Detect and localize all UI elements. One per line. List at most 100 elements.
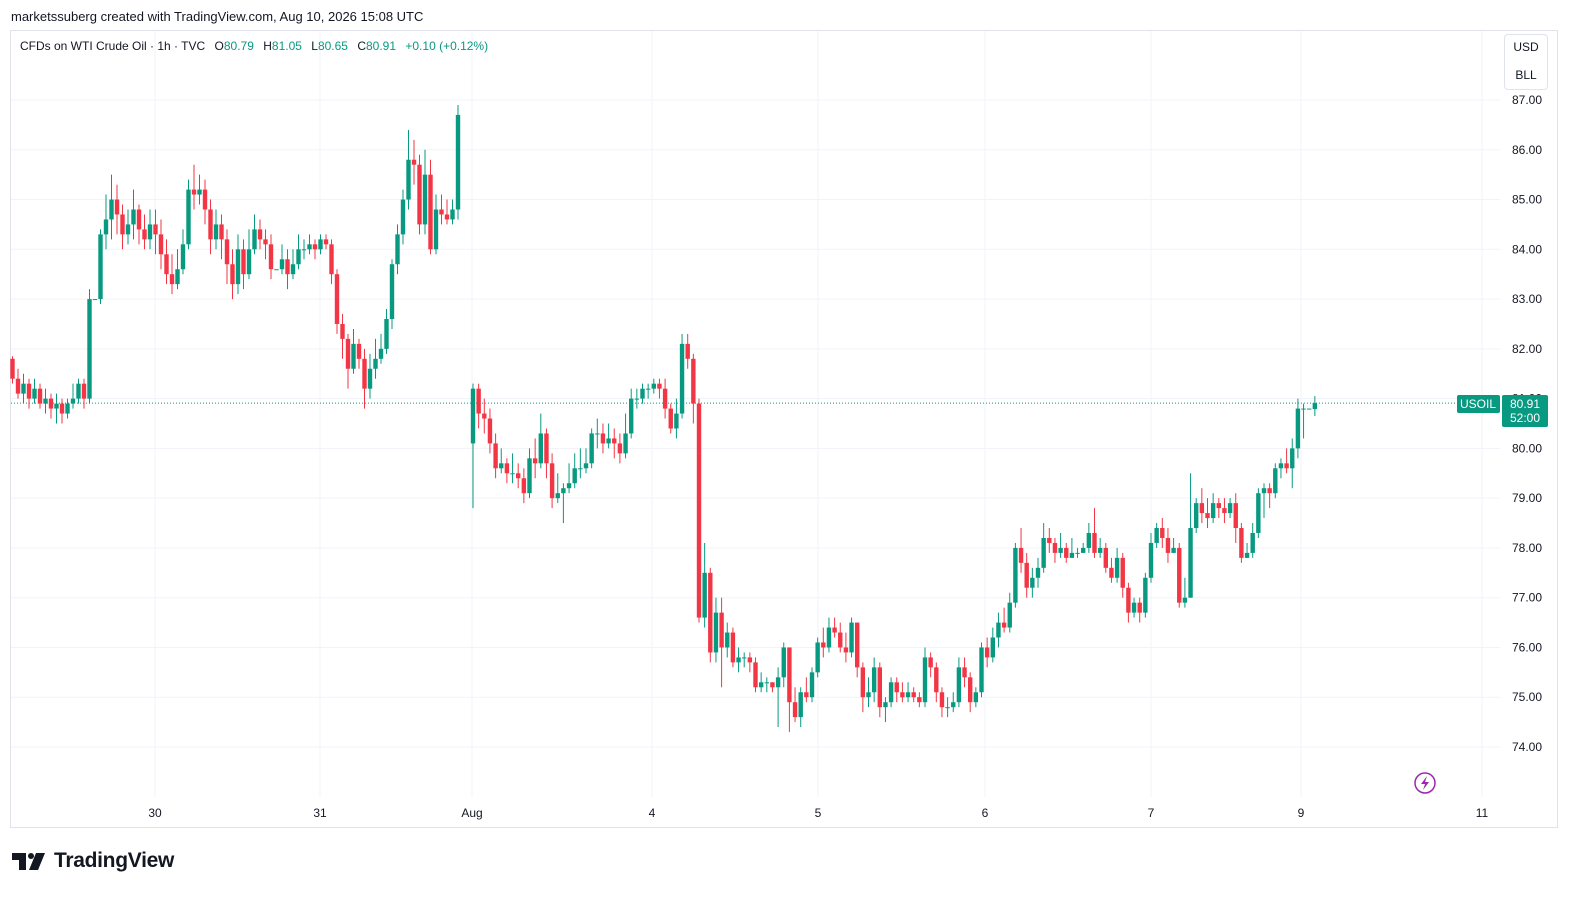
candle (1058, 532, 1063, 558)
candle-body (742, 657, 747, 659)
candle-body (48, 398, 54, 409)
candle (662, 378, 668, 419)
candle-body (257, 229, 263, 240)
candle (645, 383, 651, 399)
candle-body (1194, 503, 1199, 529)
candle (197, 174, 202, 205)
time-axis[interactable]: 30 31 Aug 4 5 6 7 9 11 (148, 806, 1488, 820)
candle (470, 383, 476, 509)
candle (290, 249, 296, 280)
candle (860, 662, 866, 713)
candle (798, 687, 803, 728)
candle-body (572, 468, 577, 484)
candle-body (21, 383, 26, 394)
candle-body (312, 244, 318, 250)
candle (702, 542, 707, 628)
price-tag-value: 80.91 (1510, 397, 1540, 411)
candle (962, 657, 967, 688)
candle (230, 249, 235, 300)
candle (674, 398, 679, 439)
legend-high-value: 81.05 (271, 39, 302, 53)
candle (606, 423, 611, 449)
candle (770, 682, 775, 693)
candle-body (1233, 503, 1238, 529)
currency-button[interactable]: USD (1513, 40, 1539, 54)
candle (103, 194, 109, 250)
price-tick-label: 75.00 (1512, 690, 1542, 704)
candle (367, 353, 373, 399)
candle-body (758, 682, 764, 688)
candle-body (753, 662, 758, 688)
candle (1250, 523, 1255, 558)
candle-body (202, 189, 208, 210)
candle-body (719, 612, 724, 648)
candle-body (775, 677, 781, 688)
candle-body (973, 692, 979, 703)
candle (691, 353, 696, 424)
candle (708, 567, 713, 663)
candle (696, 398, 702, 623)
candle (147, 209, 153, 250)
candle-body (400, 199, 406, 235)
legend-low-value: 80.65 (317, 39, 348, 53)
candle (433, 194, 439, 255)
candle-body (668, 408, 673, 429)
candle-body (968, 677, 973, 703)
candle-body (1290, 448, 1295, 469)
candle (164, 239, 169, 285)
candle-body (499, 463, 504, 469)
candle (832, 617, 837, 638)
candle (1273, 463, 1278, 499)
chart-pane[interactable] (10, 30, 1558, 828)
candle (136, 204, 142, 245)
candle (996, 612, 1001, 648)
tradingview-logo[interactable]: TradingView (12, 849, 174, 873)
candle-body (439, 209, 444, 215)
candle (815, 637, 820, 678)
candle (1216, 498, 1221, 519)
candle (855, 622, 860, 678)
candle (521, 468, 527, 504)
candle (595, 418, 600, 449)
candle-body (894, 682, 899, 693)
candle (191, 164, 197, 210)
candle-body (911, 692, 916, 698)
price-tick-label: 86.00 (1512, 143, 1542, 157)
candle-body (804, 692, 809, 698)
candle (1210, 493, 1216, 524)
candle-body (922, 657, 928, 703)
candle (158, 219, 164, 270)
candle (979, 642, 984, 698)
candle (450, 199, 455, 225)
candle (92, 299, 98, 301)
candle-body (792, 702, 798, 718)
candle-body (158, 234, 164, 255)
candle (378, 333, 384, 364)
candle-body (956, 667, 962, 703)
candle-body (136, 209, 142, 230)
candle-body (945, 707, 950, 709)
candle (252, 214, 257, 255)
candle (578, 448, 583, 479)
lightning-icon[interactable] (1414, 772, 1436, 794)
candle-body (555, 493, 560, 499)
candle-body (702, 572, 707, 618)
candle (1154, 523, 1159, 548)
candle (340, 314, 345, 359)
candle (384, 309, 389, 354)
candle-body (1120, 557, 1125, 588)
candle-body (510, 473, 515, 475)
candle (1013, 542, 1018, 608)
candle (169, 254, 175, 295)
candle (76, 378, 81, 404)
candle-body (1307, 408, 1312, 410)
candle-body (1081, 547, 1086, 553)
candle (668, 403, 673, 434)
candle-body (186, 189, 191, 245)
unit-button[interactable]: BLL (1515, 68, 1537, 82)
candle-body (169, 274, 175, 285)
candle-body (527, 458, 532, 494)
candle (329, 239, 334, 285)
candle-body (1301, 408, 1306, 410)
